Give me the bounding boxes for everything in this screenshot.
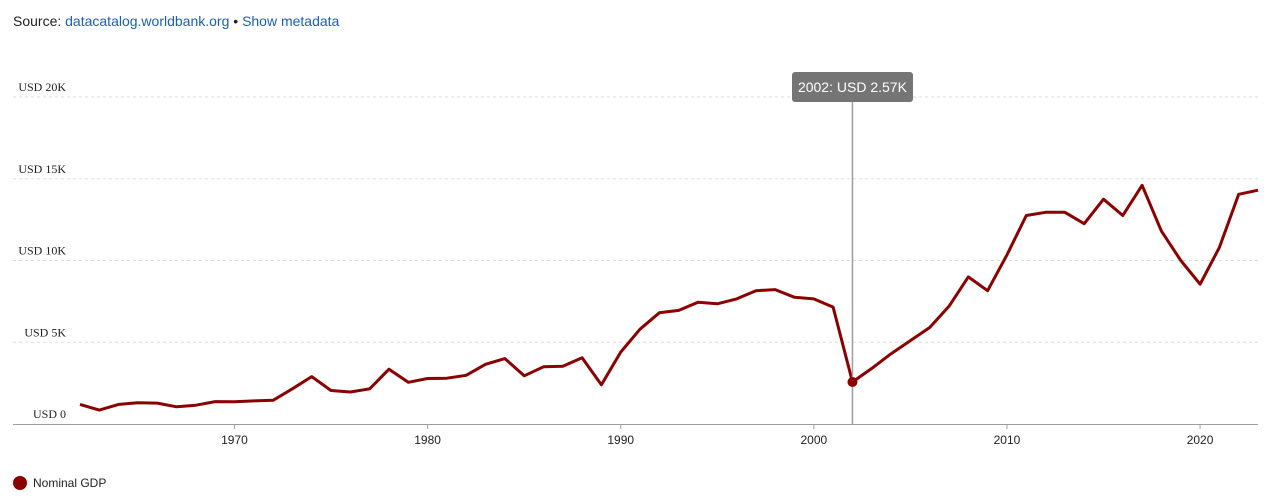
hover-point xyxy=(847,376,858,387)
x-tick-label: 1970 xyxy=(221,433,248,447)
gdp-line-chart[interactable]: USD 0 USD 5K USD 10K USD 15K USD 20K 1970 198… xyxy=(0,0,1265,470)
series-group xyxy=(79,183,1259,412)
y-tick-label: USD 10K xyxy=(18,244,66,258)
y-tick-label: USD 20K xyxy=(18,80,66,94)
y-tick-label: USD 0 xyxy=(33,407,66,421)
source-line: Source: datacatalog.worldbank.org • Show… xyxy=(13,13,339,29)
y-tick-label: USD 15K xyxy=(18,162,66,176)
hover-layer xyxy=(847,100,858,424)
show-metadata-link[interactable]: Show metadata xyxy=(242,13,340,29)
source-link[interactable]: datacatalog.worldbank.org xyxy=(65,13,230,29)
x-axis: 1970 1980 1990 2000 2010 2020 xyxy=(13,424,1258,447)
x-tick-label: 2020 xyxy=(1187,433,1214,447)
source-separator: • xyxy=(229,13,243,29)
y-axis-ticks: USD 0 USD 5K USD 10K USD 15K USD 20K xyxy=(18,80,66,421)
legend-label-nominal-gdp: Nominal GDP xyxy=(33,476,107,490)
x-tick-label: 1990 xyxy=(607,433,634,447)
source-prefix: Source: xyxy=(13,13,66,29)
legend-marker-nominal-gdp xyxy=(13,476,27,490)
grid-lines xyxy=(13,96,1258,343)
x-tick-label: 2000 xyxy=(800,433,827,447)
series-line-nominal-gdp xyxy=(79,183,1259,412)
data-tooltip: 2002: USD 2.57K xyxy=(791,72,913,102)
x-tick-label: 2010 xyxy=(994,433,1021,447)
x-tick-label: 1980 xyxy=(414,433,441,447)
y-tick-label: USD 5K xyxy=(24,325,66,339)
legend[interactable]: Nominal GDP xyxy=(13,476,106,490)
